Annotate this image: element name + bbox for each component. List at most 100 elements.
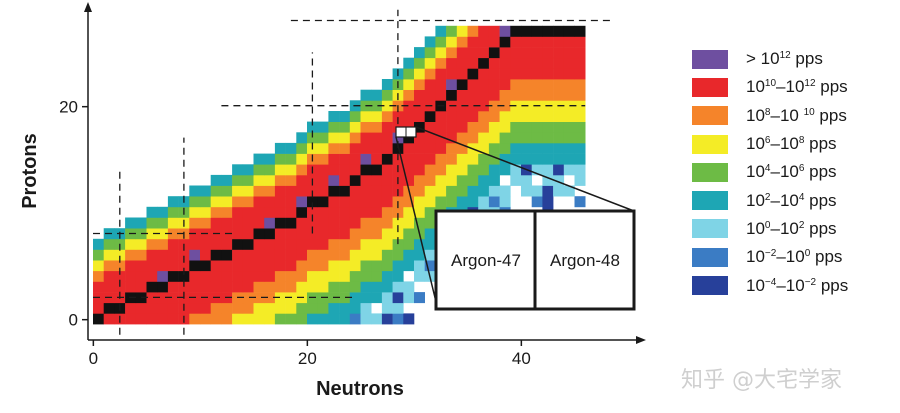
nuclide-cell — [478, 100, 490, 112]
nuclide-cell — [371, 153, 383, 165]
nuclide-cell — [285, 313, 297, 325]
nuclide-cell — [317, 142, 329, 154]
nuclide-cell — [125, 281, 137, 293]
nuclide-cell — [381, 238, 393, 250]
nuclide-cell — [274, 249, 286, 261]
nuclide-cell — [403, 142, 415, 154]
nuclide-cell — [381, 217, 393, 229]
nuclide-cell — [424, 57, 436, 69]
nuclide-cell — [521, 68, 532, 80]
nuclide-cell — [381, 249, 393, 261]
nuclide-cell — [200, 260, 211, 272]
nuclide-cell — [328, 270, 340, 282]
nuclide-cell — [488, 142, 500, 154]
nuclide-cell — [103, 249, 115, 261]
nuclide-cell — [435, 57, 447, 69]
nuclide-cell — [510, 174, 522, 186]
nuclide-cell — [103, 238, 115, 250]
nuclide-cell — [317, 132, 329, 144]
legend-text: pps — [804, 190, 837, 210]
nuclide-cell — [157, 281, 169, 293]
nuclide-cell — [371, 142, 383, 154]
nuclide-cell — [157, 228, 169, 240]
nuclide-cell — [167, 228, 179, 240]
nuclide-cell — [403, 174, 415, 186]
nuclide-cell — [488, 57, 500, 69]
nuclide-cell — [317, 174, 329, 186]
nuclide-cell — [285, 185, 297, 197]
nuclide-cell — [135, 302, 147, 314]
nuclide-cell — [542, 164, 554, 176]
nuclide-cell — [381, 79, 393, 90]
nuclide-cell — [424, 111, 436, 122]
y-axis-arrow — [84, 2, 92, 12]
nuclide-cell — [146, 281, 158, 293]
nuclide-cell — [531, 185, 543, 197]
nuclide-cell — [285, 174, 297, 186]
nuclide-cell — [274, 206, 286, 218]
nuclide-cell — [563, 47, 575, 59]
nuclide-cell — [542, 185, 554, 197]
nuclide-cell — [531, 89, 543, 101]
nuclide-cell — [210, 313, 222, 325]
nuclide-cell — [424, 174, 436, 186]
nuclide-cell — [478, 57, 490, 69]
nuclide-cell — [146, 217, 158, 229]
nuclide-cell — [339, 206, 351, 218]
nuclide-cell — [349, 153, 361, 165]
nuclide-cell — [200, 238, 211, 250]
nuclide-cell — [103, 302, 115, 314]
nuclide-cell — [200, 302, 211, 314]
nuclide-cell — [232, 270, 244, 282]
nuclide-cell — [456, 196, 468, 208]
nuclide-cell — [499, 79, 511, 90]
nuclide-cell — [371, 89, 383, 101]
nuclide-cell — [274, 292, 286, 304]
argon-47-label: Argon-47 — [451, 251, 521, 270]
nuclide-cell — [157, 238, 169, 250]
nuclide-cell — [531, 111, 543, 122]
nuclide-cell — [360, 313, 372, 325]
nuclide-cell — [360, 89, 372, 101]
nuclide-cell — [488, 121, 500, 133]
nuclide-cell — [521, 36, 532, 48]
nuclide-cell — [339, 249, 351, 261]
nuclide-cell — [478, 196, 490, 208]
nuclide-cell — [488, 185, 500, 197]
nuclide-cell — [253, 270, 265, 282]
nuclide-cell — [360, 185, 372, 197]
nuclide-cell — [563, 57, 575, 69]
nuclide-cell — [360, 121, 372, 133]
nuclide-cell — [563, 164, 575, 176]
nuclide-cell — [446, 132, 458, 144]
nuclide-cell — [381, 196, 393, 208]
nuclide-cell — [456, 164, 468, 176]
nuclide-cell — [392, 281, 404, 293]
legend-item: 104–106 pps — [692, 158, 897, 186]
nuclide-cell — [456, 132, 468, 144]
nuclide-cell — [167, 313, 179, 325]
nuclide-cell — [103, 260, 115, 272]
legend-text: –10 — [770, 162, 799, 182]
nuclide-cell — [381, 174, 393, 186]
nuclide-cell — [349, 111, 361, 122]
nuclide-cell — [467, 100, 479, 112]
nuclide-cell — [253, 313, 265, 325]
nuclide-cell — [414, 89, 425, 101]
nuclide-cell — [403, 313, 415, 325]
nuclide-cell — [296, 249, 308, 261]
nuclide-cell — [242, 206, 254, 218]
nuclide-cell — [328, 164, 340, 176]
legend-item: 106–108 pps — [692, 130, 897, 158]
nuclide-cell — [542, 25, 554, 37]
nuclide-cell — [210, 206, 222, 218]
nuclide-cell — [478, 36, 490, 48]
nuclide-cell — [189, 313, 201, 325]
legend-exponent: 10 — [803, 106, 815, 118]
nuclide-cell — [381, 153, 393, 165]
nuclide-cell — [478, 153, 490, 165]
nuclide-cell — [210, 260, 222, 272]
legend-label: 100–102 pps — [746, 219, 837, 239]
nuclide-cell — [328, 132, 340, 144]
nuclide-cell — [542, 132, 554, 144]
